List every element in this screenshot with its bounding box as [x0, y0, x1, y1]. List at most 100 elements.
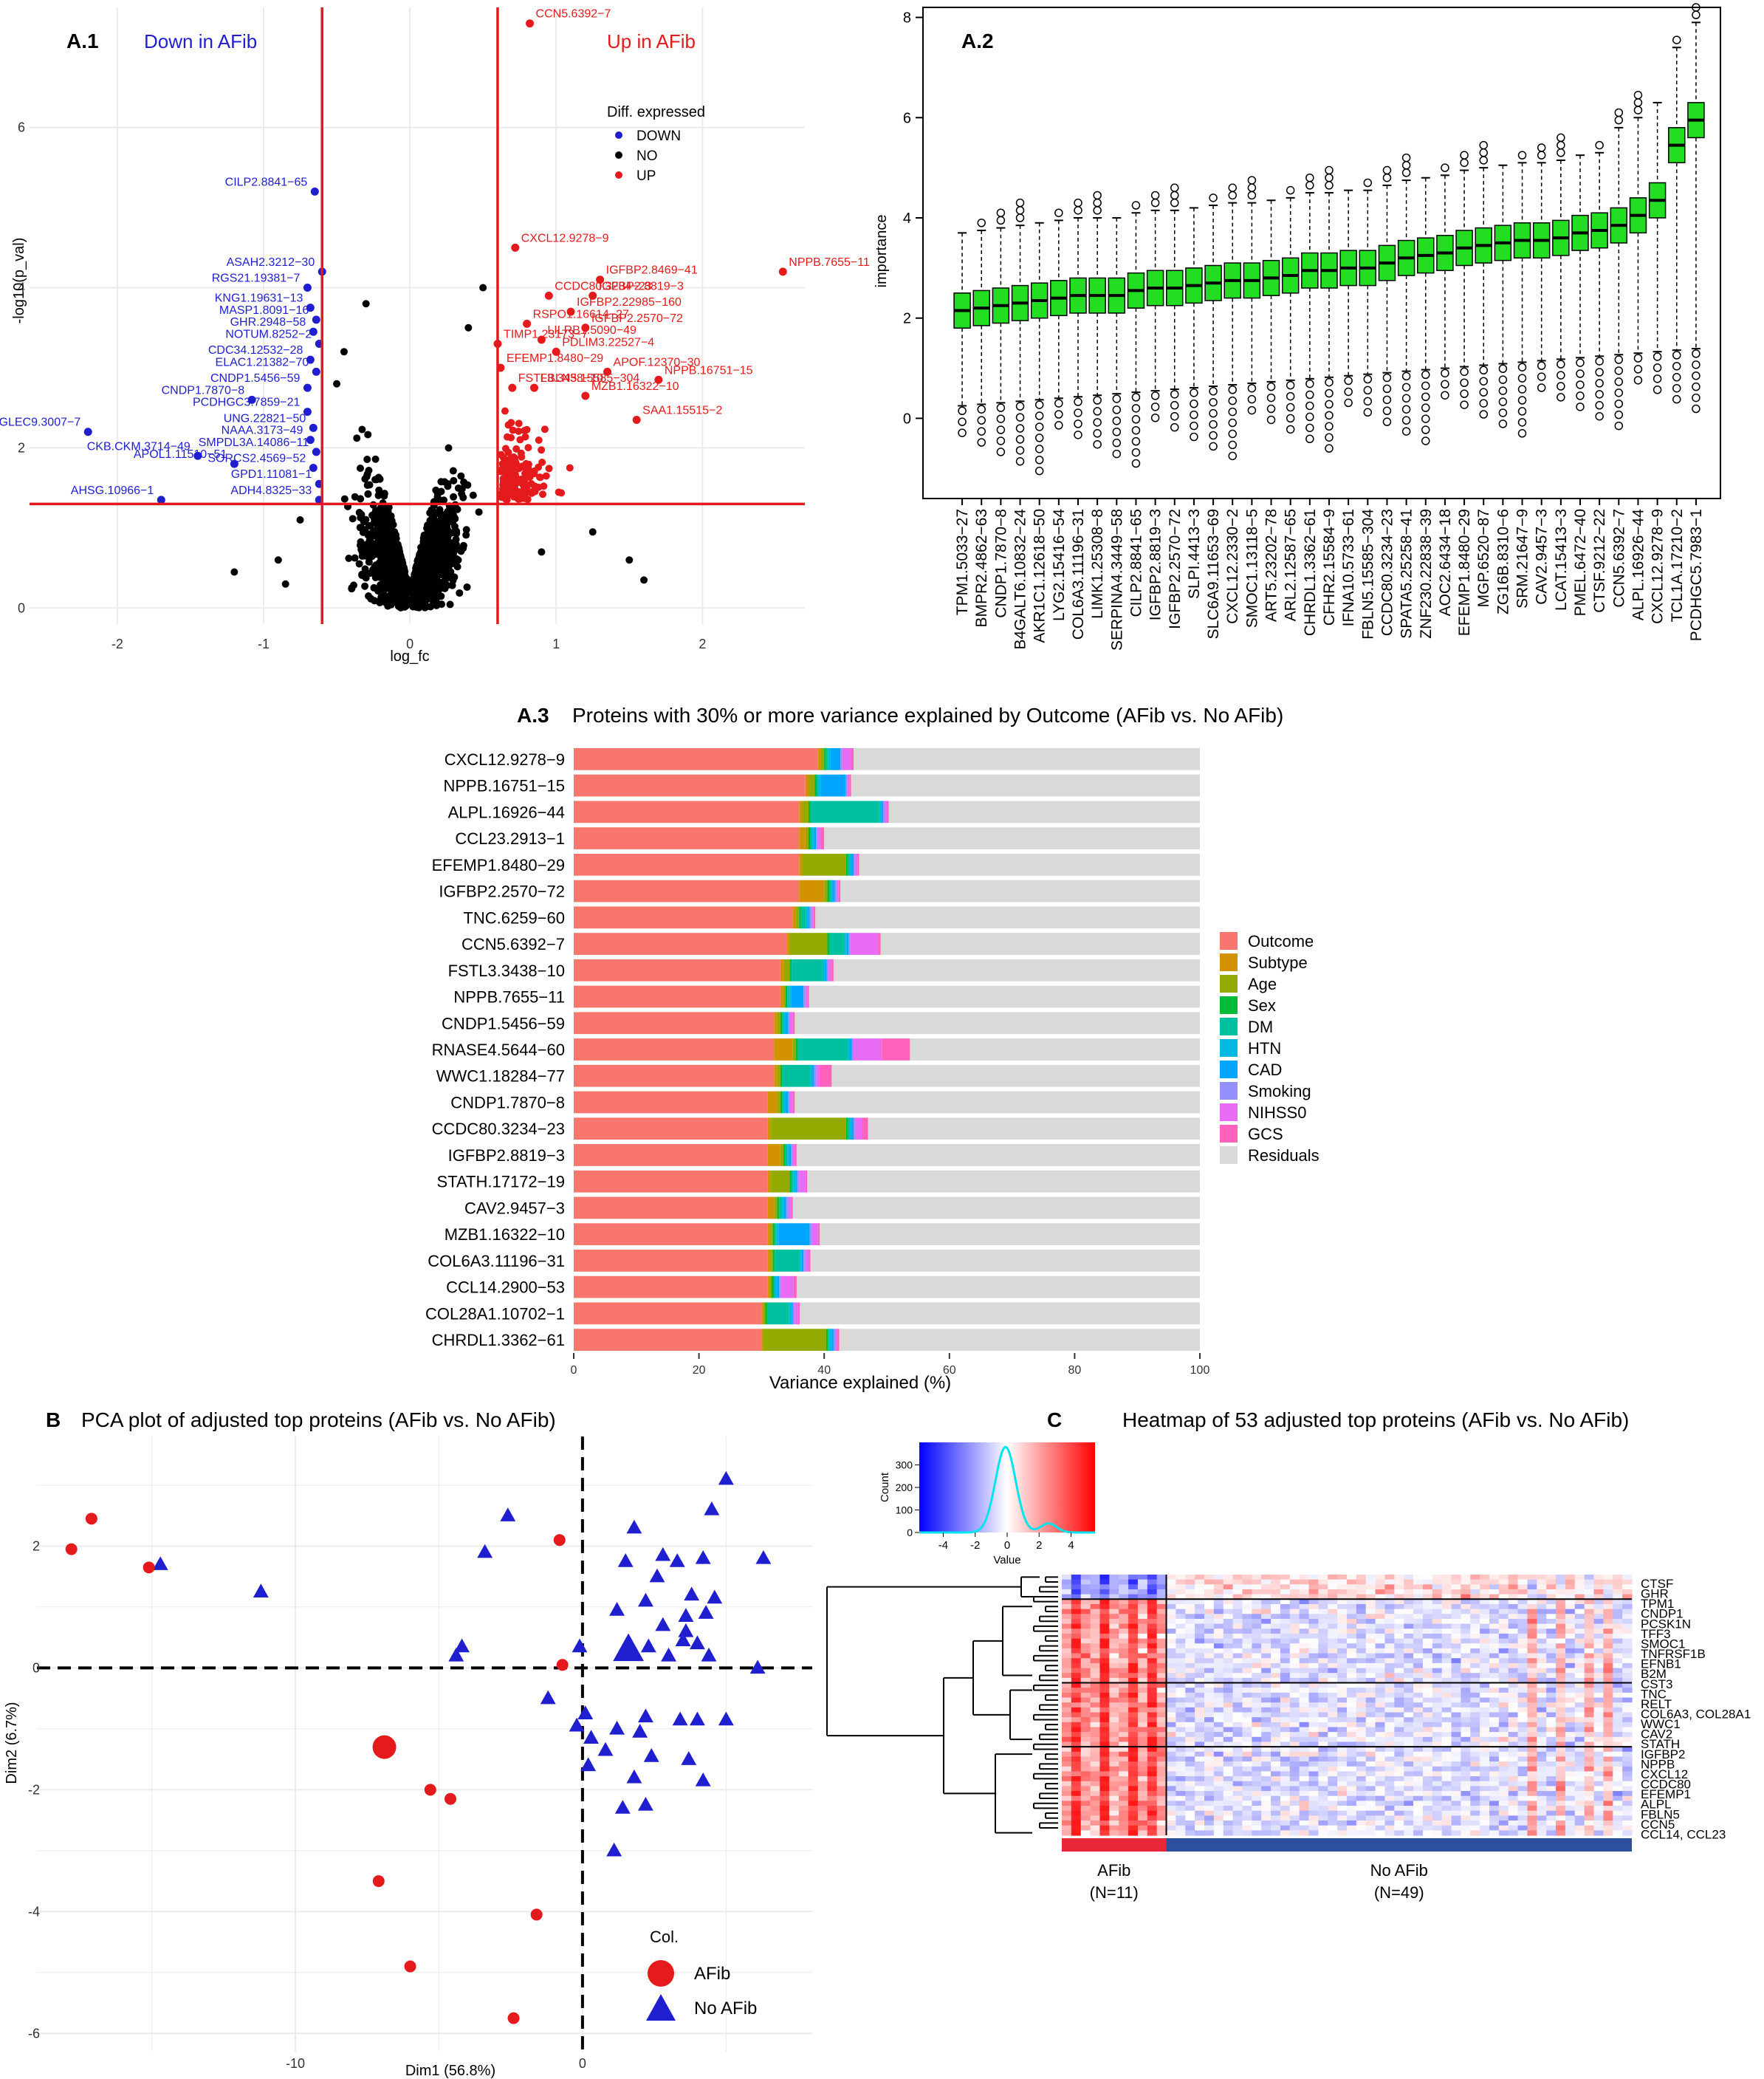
heatmap-cell — [1432, 1736, 1443, 1743]
heatmap-cell — [1337, 1653, 1348, 1659]
heatmap-cell — [1071, 1594, 1082, 1600]
heatmap-cell — [1613, 1673, 1623, 1679]
heatmap-cell — [1223, 1717, 1234, 1723]
pca-ytick: -6 — [28, 2026, 40, 2041]
heatmap-cell — [1090, 1682, 1101, 1688]
heatmap-cell — [1308, 1673, 1319, 1679]
legend-swatch — [1220, 932, 1238, 950]
heatmap-cell — [1584, 1623, 1595, 1629]
heatmap-cell — [1584, 1747, 1595, 1753]
heatmap-cell — [1527, 1712, 1537, 1718]
volcano-point-no — [359, 528, 367, 536]
variance-category-label: CCDC80.3234−23 — [432, 1120, 565, 1138]
boxplot-outlier — [1595, 368, 1604, 377]
heatmap-cell — [1365, 1599, 1376, 1605]
heatmap-cell — [1337, 1658, 1348, 1664]
boxplot-outlier — [1015, 413, 1025, 422]
heatmap-cell — [1451, 1692, 1461, 1699]
heatmap-cell — [1261, 1673, 1271, 1679]
heatmap-cell — [1213, 1732, 1224, 1738]
heatmap-cell — [1261, 1633, 1271, 1640]
volcano-label-down: MASP1.8091−16 — [219, 304, 309, 317]
heatmap-cell — [1489, 1648, 1500, 1654]
boxplot-category-label: LYG2.15416−54 — [1051, 509, 1068, 621]
heatmap-cell — [1071, 1662, 1082, 1669]
volcano-point-no — [445, 563, 453, 571]
pca-ytick: -4 — [28, 1904, 40, 1919]
volcano-point-no — [433, 571, 441, 579]
heatmap-cell — [1261, 1584, 1271, 1590]
heatmap-cell — [1299, 1575, 1310, 1580]
heatmap-cell — [1176, 1747, 1186, 1753]
heatmap-cell — [1432, 1682, 1443, 1688]
heatmap-cell — [1090, 1697, 1101, 1703]
heatmap-cell — [1328, 1579, 1338, 1585]
heatmap-cell — [1090, 1722, 1101, 1728]
heatmap-cell — [1223, 1638, 1234, 1644]
heatmap-cell — [1508, 1712, 1519, 1718]
heatmap-cell — [1080, 1603, 1091, 1610]
heatmap-cell — [1062, 1575, 1072, 1580]
heatmap-cell — [1356, 1618, 1367, 1625]
volcano-point-down — [230, 459, 238, 468]
boxplot-outlier — [1460, 400, 1469, 409]
heatmap-cell — [1441, 1643, 1452, 1649]
bar-segment-htn — [812, 827, 814, 849]
heatmap-cell — [1517, 1732, 1528, 1738]
bar-segment-cad — [801, 1250, 804, 1272]
heatmap-cell — [1546, 1722, 1557, 1728]
heatmap-cell — [1195, 1697, 1205, 1703]
heatmap-cell — [1584, 1692, 1595, 1699]
bar-segment-residuals — [888, 801, 1200, 823]
heatmap-cell — [1556, 1727, 1566, 1733]
heatmap-cell — [1252, 1638, 1262, 1644]
heatmap-cell — [1517, 1599, 1528, 1605]
heatmap-cell — [1537, 1688, 1547, 1693]
volcano-point-no — [456, 589, 464, 597]
heatmap-cell — [1185, 1697, 1195, 1703]
heatmap-cell — [1508, 1633, 1519, 1640]
heatmap-cell — [1062, 1741, 1072, 1747]
boxplot-outlier — [1150, 403, 1160, 411]
bar-segment-outcome — [574, 985, 780, 1008]
heatmap-cell — [1185, 1589, 1195, 1595]
variance-category-label: COL28A1.10702−1 — [425, 1304, 565, 1323]
bar-segment-nihss0 — [847, 774, 850, 797]
heatmap-cell — [1071, 1677, 1082, 1684]
heatmap-cell — [1147, 1722, 1158, 1728]
heatmap-cell — [1195, 1648, 1205, 1654]
heatmap-cell — [1062, 1677, 1072, 1684]
heatmap-cell — [1156, 1603, 1167, 1610]
volcano-point-no — [413, 603, 421, 612]
heatmap-cell — [1480, 1614, 1490, 1620]
bar-segment-nihss0 — [855, 1117, 862, 1140]
heatmap-cell — [1137, 1668, 1148, 1674]
bar-segment-nihss0 — [837, 880, 839, 903]
heatmap-cell — [1176, 1688, 1186, 1693]
heatmap-cell — [1147, 1648, 1158, 1654]
heatmap-cell — [1413, 1648, 1424, 1654]
heatmap-cell — [1204, 1618, 1215, 1625]
heatmap-cell — [1593, 1658, 1604, 1664]
heatmap-cell — [1413, 1732, 1424, 1738]
heatmap-cell — [1441, 1732, 1452, 1738]
bar-segment-smoking — [791, 1144, 793, 1166]
boxplot-category-label: ART5.23202−78 — [1263, 509, 1280, 622]
heatmap-cell — [1498, 1653, 1509, 1659]
heatmap-cell — [1337, 1673, 1348, 1679]
heatmap-cell — [1413, 1633, 1424, 1640]
heatmap-cell — [1242, 1673, 1252, 1679]
heatmap-cell — [1480, 1712, 1490, 1718]
heatmap-cell — [1252, 1682, 1262, 1688]
heatmap-cell — [1252, 1599, 1262, 1605]
heatmap-cell — [1422, 1722, 1433, 1728]
heatmap-cell — [1603, 1584, 1613, 1590]
variance-xtick: 20 — [693, 1364, 706, 1377]
heatmap-cell — [1365, 1609, 1376, 1614]
heatmap-cell — [1213, 1736, 1224, 1743]
heatmap-cell — [1137, 1697, 1148, 1703]
bar-segment-sex — [785, 985, 788, 1008]
heatmap-cell — [1517, 1747, 1528, 1753]
heatmap-cell — [1195, 1623, 1205, 1629]
heatmap-cell — [1204, 1697, 1215, 1703]
